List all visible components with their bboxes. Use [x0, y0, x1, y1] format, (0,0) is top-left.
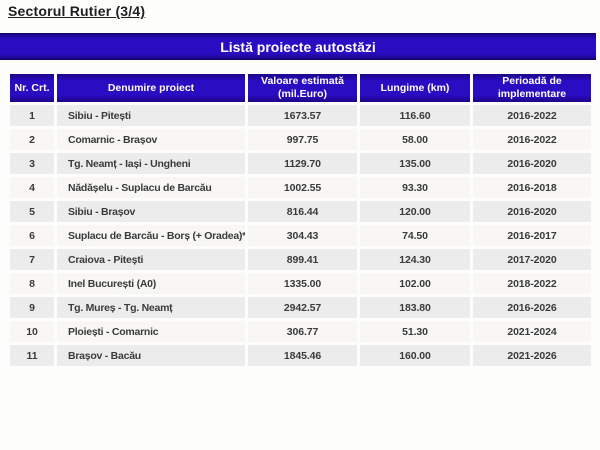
- banner-title: Listă proiecte autostăzi: [220, 38, 376, 55]
- cell-project-name: Craiova - Pitești: [57, 249, 245, 270]
- banner: Listă proiecte autostăzi: [0, 33, 596, 60]
- cell-period: 2016-2020: [473, 201, 591, 222]
- col-header-estimated-value: Valoare estimată (mil.Euro): [248, 74, 357, 102]
- cell-period: 2021-2024: [473, 321, 591, 342]
- table-header-row: Nr. Crt. Denumire proiect Valoare estima…: [10, 74, 591, 102]
- cell-nr: 11: [10, 345, 54, 366]
- cell-estimated-value: 1335.00: [248, 273, 357, 294]
- cell-length: 93.30: [360, 177, 470, 198]
- cell-length: 102.00: [360, 273, 470, 294]
- table-row: 11 Brașov - Bacău 1845.46 160.00 2021-20…: [10, 345, 591, 366]
- cell-nr: 4: [10, 177, 54, 198]
- cell-estimated-value: 304.43: [248, 225, 357, 246]
- cell-nr: 9: [10, 297, 54, 318]
- cell-nr: 7: [10, 249, 54, 270]
- table-row: 4 Nădășelu - Suplacu de Barcău 1002.55 9…: [10, 177, 591, 198]
- col-header-project-name: Denumire proiect: [57, 74, 245, 102]
- cell-length: 58.00: [360, 129, 470, 150]
- col-header-length: Lungime (km): [360, 74, 470, 102]
- table-row: 3 Tg. Neamț - Iași - Ungheni 1129.70 135…: [10, 153, 591, 174]
- table-row: 9 Tg. Mureș - Tg. Neamț 2942.57 183.80 2…: [10, 297, 591, 318]
- cell-length: 120.00: [360, 201, 470, 222]
- cell-nr: 3: [10, 153, 54, 174]
- table-row: 6 Suplacu de Barcău - Borș (+ Oradea)* 3…: [10, 225, 591, 246]
- cell-estimated-value: 1129.70: [248, 153, 357, 174]
- cell-project-name: Sibiu - Brașov: [57, 201, 245, 222]
- projects-table: Nr. Crt. Denumire proiect Valoare estima…: [7, 71, 594, 369]
- cell-estimated-value: 1673.57: [248, 105, 357, 126]
- cell-length: 124.30: [360, 249, 470, 270]
- cell-period: 2016-2020: [473, 153, 591, 174]
- table-row: 5 Sibiu - Brașov 816.44 120.00 2016-2020: [10, 201, 591, 222]
- cell-estimated-value: 816.44: [248, 201, 357, 222]
- cell-nr: 10: [10, 321, 54, 342]
- cell-project-name: Ploiești - Comarnic: [57, 321, 245, 342]
- table-row: 8 Inel București (A0) 1335.00 102.00 201…: [10, 273, 591, 294]
- cell-project-name: Inel București (A0): [57, 273, 245, 294]
- page-title: Sectorul Rutier (3/4): [8, 3, 146, 19]
- cell-estimated-value: 306.77: [248, 321, 357, 342]
- cell-estimated-value: 2942.57: [248, 297, 357, 318]
- cell-period: 2016-2022: [473, 129, 591, 150]
- table-row: 10 Ploiești - Comarnic 306.77 51.30 2021…: [10, 321, 591, 342]
- col-header-nr: Nr. Crt.: [10, 74, 54, 102]
- cell-project-name: Sibiu - Pitești: [57, 105, 245, 126]
- cell-period: 2016-2017: [473, 225, 591, 246]
- cell-project-name: Tg. Neamț - Iași - Ungheni: [57, 153, 245, 174]
- cell-project-name: Brașov - Bacău: [57, 345, 245, 366]
- cell-project-name: Suplacu de Barcău - Borș (+ Oradea)*: [57, 225, 245, 246]
- cell-project-name: Nădășelu - Suplacu de Barcău: [57, 177, 245, 198]
- cell-nr: 8: [10, 273, 54, 294]
- cell-length: 135.00: [360, 153, 470, 174]
- cell-period: 2016-2022: [473, 105, 591, 126]
- cell-period: 2017-2020: [473, 249, 591, 270]
- cell-project-name: Comarnic - Brașov: [57, 129, 245, 150]
- cell-estimated-value: 1002.55: [248, 177, 357, 198]
- cell-period: 2021-2026: [473, 345, 591, 366]
- cell-nr: 1: [10, 105, 54, 126]
- cell-estimated-value: 899.41: [248, 249, 357, 270]
- cell-estimated-value: 997.75: [248, 129, 357, 150]
- cell-length: 160.00: [360, 345, 470, 366]
- cell-period: 2016-2026: [473, 297, 591, 318]
- col-header-period: Perioadă de implementare: [473, 74, 591, 102]
- cell-nr: 5: [10, 201, 54, 222]
- table-row: 2 Comarnic - Brașov 997.75 58.00 2016-20…: [10, 129, 591, 150]
- cell-period: 2018-2022: [473, 273, 591, 294]
- cell-length: 74.50: [360, 225, 470, 246]
- cell-nr: 2: [10, 129, 54, 150]
- cell-length: 51.30: [360, 321, 470, 342]
- cell-length: 183.80: [360, 297, 470, 318]
- cell-project-name: Tg. Mureș - Tg. Neamț: [57, 297, 245, 318]
- cell-nr: 6: [10, 225, 54, 246]
- cell-period: 2016-2018: [473, 177, 591, 198]
- cell-estimated-value: 1845.46: [248, 345, 357, 366]
- cell-length: 116.60: [360, 105, 470, 126]
- table-row: 1 Sibiu - Pitești 1673.57 116.60 2016-20…: [10, 105, 591, 126]
- table-row: 7 Craiova - Pitești 899.41 124.30 2017-2…: [10, 249, 591, 270]
